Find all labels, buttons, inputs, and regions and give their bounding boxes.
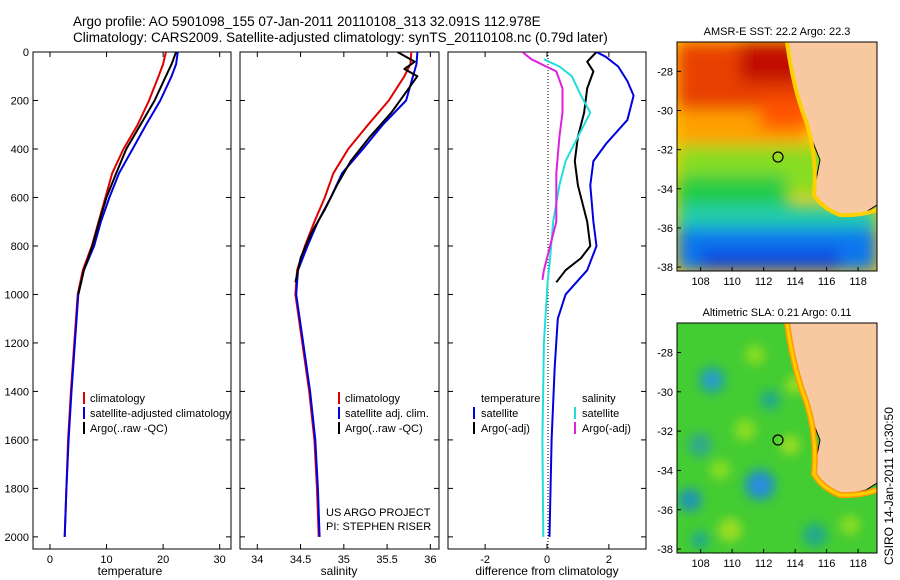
salinity-legend: climatology satellite adj. clim. Argo(..…: [338, 392, 429, 435]
x-tick-label: 116: [818, 558, 836, 570]
series-line: [294, 52, 419, 283]
x-tick-label: 118: [849, 558, 867, 570]
series-line: [548, 52, 635, 537]
difference-x-label: difference from climatology: [475, 564, 618, 578]
legend-argo-raw: Argo(..raw -QC): [345, 423, 423, 435]
temperature-x-label: temperature: [98, 564, 163, 578]
legend-climatology: climatology: [345, 393, 401, 405]
sst-map: AMSR-E SST: 22.2 Argo: 22.3 108 110 112 114…: [657, 26, 878, 288]
difference-legend: temperature satellite Argo(-adj) salinit…: [473, 393, 631, 435]
header-line-1: Argo profile: AO 5901098_155 07-Jan-2011…: [73, 14, 541, 29]
y-tick-label: -34: [657, 465, 673, 477]
credit-text: CSIRO 14-Jan-2011 10:30:50: [882, 407, 896, 565]
project-line-2: PI: STEPHEN RISER: [326, 521, 431, 533]
y-tick-label: -28: [657, 347, 673, 359]
temperature-panel: 0 10 20 30 0 200 400 600 800 1000 1200 1400 1600 1800…: [5, 47, 232, 578]
header-line-2: Climatology: CARS2009. Satellite-adjuste…: [73, 30, 608, 45]
y-tick-label: 600: [11, 192, 29, 204]
y-tick-label: 400: [11, 144, 29, 156]
salinity-panel: 34 34.5 35 35.5 36 salinity climatology sate…: [239, 51, 440, 578]
x-tick-label: 112: [755, 558, 773, 570]
legend-temperature-heading: temperature: [481, 393, 540, 405]
difference-panel: -2 0 2 difference from climatology tempera…: [447, 51, 647, 578]
y-tick-label: -28: [657, 66, 673, 78]
salinity-x-label: salinity: [321, 564, 358, 578]
y-tick-label: 1600: [5, 435, 29, 447]
x-tick-label: 112: [755, 276, 773, 288]
series-line: [541, 58, 592, 537]
x-tick-label: 35: [338, 554, 350, 566]
legend-sal-satellite: satellite: [582, 408, 619, 420]
sla-map-title: Altimetric SLA: 0.21 Argo: 0.11: [703, 307, 852, 319]
series-line: [63, 52, 179, 537]
sst-map-title: AMSR-E SST: 22.2 Argo: 22.3: [704, 26, 851, 38]
y-tick-label: -36: [657, 223, 673, 235]
y-tick-label: -30: [657, 106, 673, 118]
argo-location-marker: [772, 434, 784, 446]
y-tick-label: 1000: [5, 289, 29, 301]
series-line: [555, 52, 598, 283]
x-tick-label: -2: [480, 554, 490, 566]
x-tick-label: 114: [786, 558, 804, 570]
y-tick-label: 2000: [5, 532, 29, 544]
sla-map: Altimetric SLA: 0.21 Argo: 0.11: [657, 307, 878, 570]
y-tick-label: -34: [657, 184, 673, 196]
x-tick-label: 34: [251, 554, 263, 566]
x-tick-label: 35.5: [376, 554, 397, 566]
legend-temp-satellite: satellite: [481, 408, 518, 420]
x-tick-label: 108: [691, 558, 709, 570]
x-tick-label: 36: [424, 554, 436, 566]
y-tick-label: 800: [11, 241, 29, 253]
y-tick-label: -32: [657, 426, 673, 438]
y-tick-label: 0: [23, 47, 29, 59]
legend-climatology: climatology: [90, 393, 146, 405]
y-tick-label: -32: [657, 145, 673, 157]
x-tick-label: 114: [786, 276, 804, 288]
x-tick-label: 0: [47, 554, 53, 566]
x-tick-label: 34.5: [290, 554, 311, 566]
x-tick-label: 0: [544, 554, 550, 566]
legend-satellite-adjusted: satellite-adjusted climatology: [90, 408, 231, 420]
x-tick-label: 110: [723, 276, 741, 288]
series-line: [521, 52, 564, 281]
y-tick-label: -30: [657, 387, 673, 399]
y-tick-label: -38: [657, 262, 673, 274]
y-tick-label: 1200: [5, 338, 29, 350]
y-tick-label: -38: [657, 544, 673, 556]
y-tick-label: 1400: [5, 386, 29, 398]
x-tick-label: 116: [818, 276, 836, 288]
x-tick-label: 2: [606, 554, 612, 566]
legend-sal-argo: Argo(-adj): [582, 423, 631, 435]
project-line-1: US ARGO PROJECT: [326, 507, 431, 519]
x-tick-label: 110: [723, 558, 741, 570]
legend-salinity-heading: salinity: [582, 393, 616, 405]
temperature-legend: climatology satellite-adjusted climatolo…: [83, 392, 231, 435]
x-tick-label: 30: [214, 554, 226, 566]
argo-location-marker: [772, 151, 784, 163]
x-tick-label: 108: [691, 276, 709, 288]
y-tick-label: 1800: [5, 483, 29, 495]
legend-satellite-adj: satellite adj. clim.: [345, 408, 429, 420]
legend-temp-argo: Argo(-adj): [481, 423, 530, 435]
x-tick-label: 118: [849, 276, 867, 288]
legend-argo-raw: Argo(..raw -QC): [90, 423, 168, 435]
y-tick-label: 200: [11, 95, 29, 107]
x-tick-label: 10: [100, 554, 112, 566]
series-line: [77, 52, 178, 295]
x-tick-label: 20: [157, 554, 169, 566]
y-tick-label: -36: [657, 505, 673, 517]
